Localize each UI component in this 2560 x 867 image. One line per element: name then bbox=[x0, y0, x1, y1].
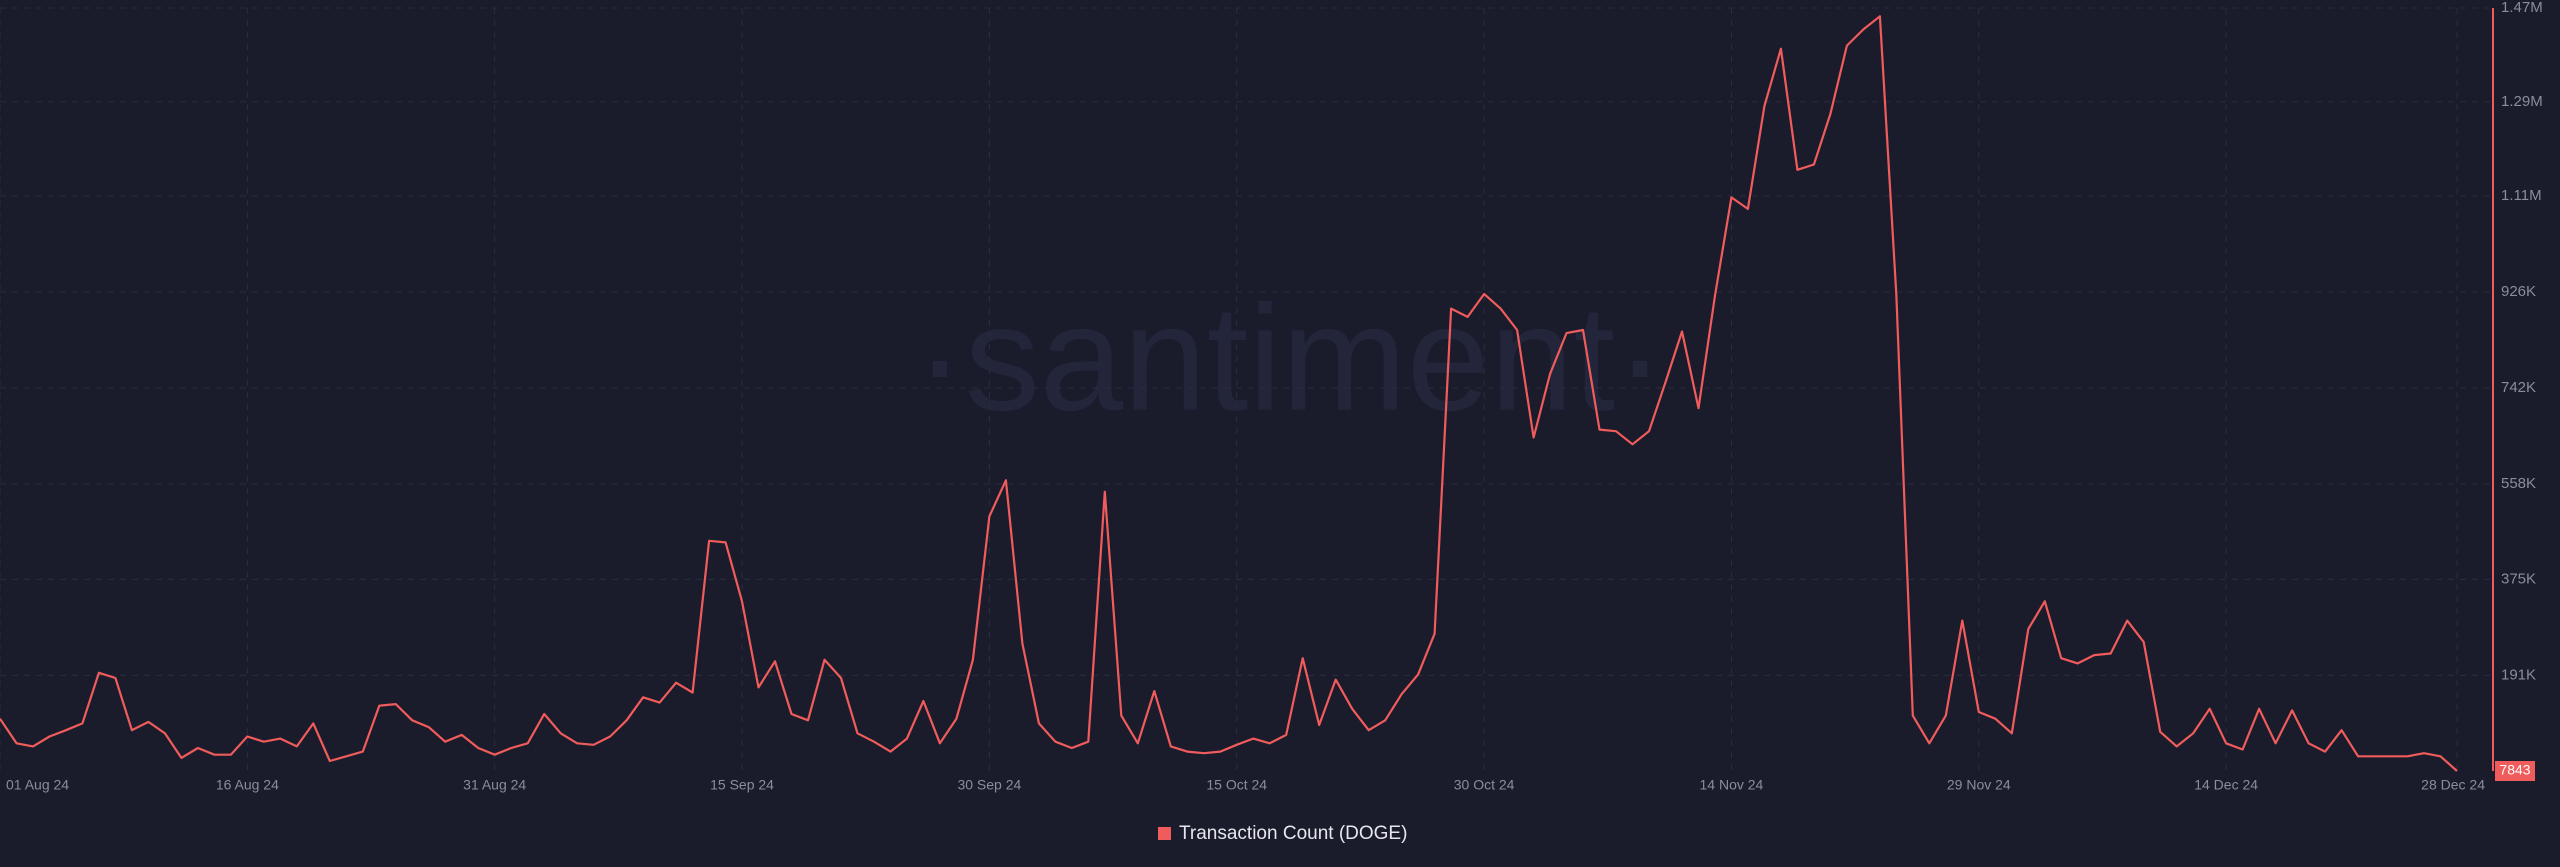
y-tick-label: 375K bbox=[2501, 570, 2536, 587]
legend-swatch bbox=[1158, 827, 1171, 840]
x-tick-label: 16 Aug 24 bbox=[216, 777, 279, 793]
series-line bbox=[0, 15, 2458, 772]
x-tick-label: 15 Oct 24 bbox=[1206, 777, 1267, 793]
y-tick-label: 1.29M bbox=[2501, 93, 2543, 110]
x-tick-label: 01 Aug 24 bbox=[6, 777, 69, 793]
last-value-label: 7843 bbox=[2499, 762, 2530, 778]
watermark: ·santiment· bbox=[915, 274, 1665, 442]
x-tick-label: 30 Sep 24 bbox=[957, 777, 1021, 793]
y-tick-label: 191K bbox=[2501, 666, 2536, 683]
x-tick-label: 14 Dec 24 bbox=[2194, 777, 2258, 793]
legend-label: Transaction Count (DOGE) bbox=[1179, 823, 1407, 844]
x-tick-label: 30 Oct 24 bbox=[1454, 777, 1515, 793]
x-tick-label: 31 Aug 24 bbox=[463, 777, 526, 793]
y-tick-label: 926K bbox=[2501, 283, 2536, 300]
x-tick-label: 14 Nov 24 bbox=[1700, 777, 1764, 793]
y-tick-label: 742K bbox=[2501, 379, 2536, 396]
y-tick-label: 1.47M bbox=[2501, 0, 2543, 16]
x-tick-label: 15 Sep 24 bbox=[710, 777, 774, 793]
y-tick-label: 1.11M bbox=[2501, 187, 2542, 204]
y-tick-label: 558K bbox=[2501, 475, 2536, 492]
x-tick-label: 29 Nov 24 bbox=[1947, 777, 2011, 793]
last-value-box bbox=[2495, 761, 2535, 781]
x-tick-label: 28 Dec 24 bbox=[2421, 777, 2485, 793]
